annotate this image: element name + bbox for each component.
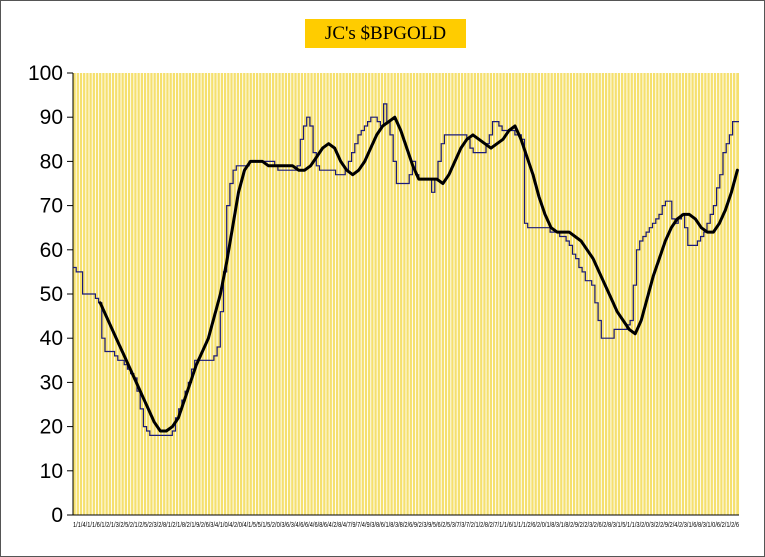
y-tick-label: 80 <box>40 150 63 173</box>
y-tick-label: 0 <box>51 504 63 527</box>
y-tick-label: 60 <box>40 239 63 262</box>
x-axis: 1/1/4/1/1/6/1/2/1/3/2/5/2/1/2/5/2/3/2/8/… <box>73 514 739 529</box>
x-tick-labels: 1/1/4/1/1/6/1/2/1/3/2/5/2/1/2/5/2/3/2/8/… <box>73 522 739 529</box>
chart-title: JC's $BPGOLD <box>305 19 466 48</box>
y-tick-label: 50 <box>40 283 63 306</box>
y-tick-label: 30 <box>40 371 63 394</box>
y-tick-label: 70 <box>40 195 63 218</box>
y-tick-label: 10 <box>40 460 63 483</box>
y-tick-label: 100 <box>28 62 63 85</box>
y-axis: 0 10 20 30 40 50 60 70 80 90 100 <box>28 62 74 527</box>
y-tick-label: 40 <box>40 327 63 350</box>
y-tick-label: 90 <box>40 106 63 129</box>
y-tick-label: 20 <box>40 416 63 439</box>
series-smooth-line <box>98 115 739 433</box>
grid-lines <box>75 73 737 515</box>
